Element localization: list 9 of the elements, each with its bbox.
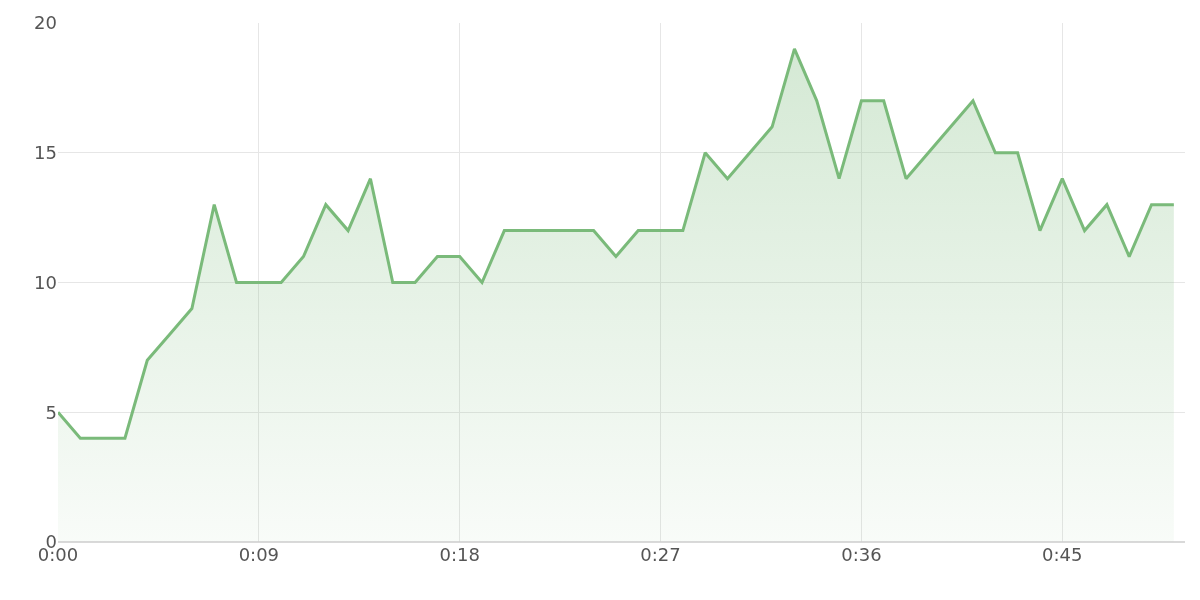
y-tick-label: 5	[45, 401, 57, 423]
x-tick-label: 0:27	[640, 544, 681, 565]
x-tick-label: 0:36	[841, 544, 882, 565]
y-tick-label: 20	[34, 12, 57, 34]
x-tick-label: 0:18	[439, 544, 480, 565]
y-tick-label: 10	[34, 271, 57, 293]
y-tick-label: 15	[34, 142, 57, 164]
x-tick-label: 0:09	[238, 544, 280, 565]
x-tick-label: 0:45	[1042, 544, 1083, 565]
